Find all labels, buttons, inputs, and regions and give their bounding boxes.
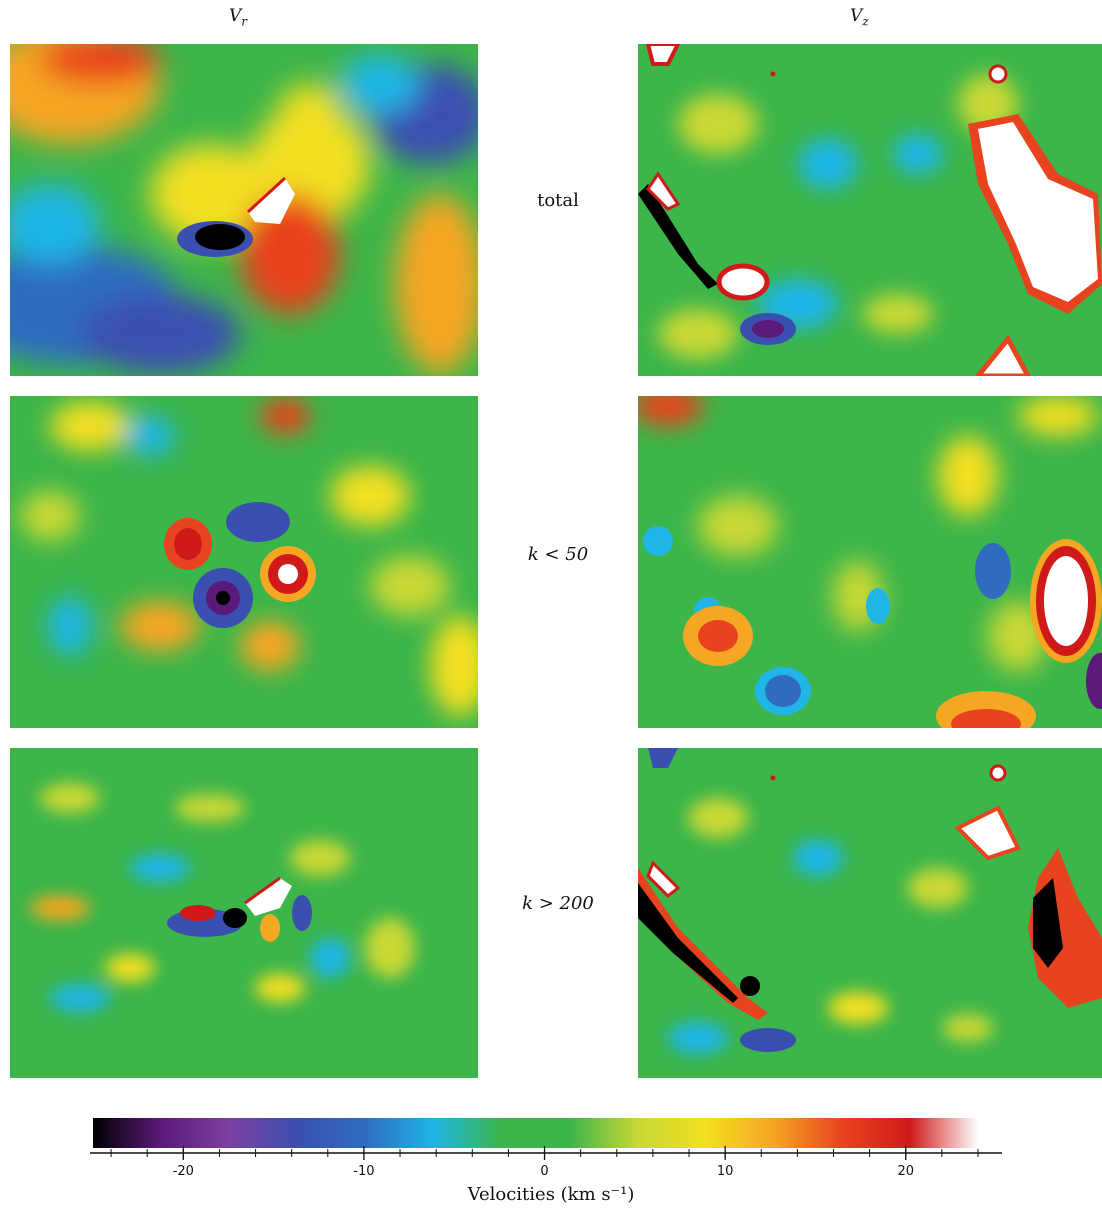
- colorbar-tick-label: -20: [173, 1164, 194, 1179]
- column-title-vz: Vz: [850, 6, 869, 29]
- colorbar-tick-label: -10: [353, 1164, 374, 1179]
- panel-k-gt-200-vr: [10, 748, 478, 1078]
- column-title-vr: Vr: [229, 6, 248, 29]
- colorbar-axis-label: Velocities (km s⁻¹): [467, 1184, 635, 1205]
- colorbar-tick-label: 20: [897, 1164, 914, 1179]
- colorbar-tick-label: 0: [540, 1164, 548, 1179]
- colorbar-gradient: [93, 1118, 978, 1148]
- panel-total-vz: [638, 44, 1102, 376]
- colorbar-tick-label: 10: [717, 1164, 734, 1179]
- row-label-total: total: [537, 190, 579, 211]
- panel-total-vr: [10, 44, 478, 376]
- panel-k-lt-50-vz: [638, 396, 1102, 728]
- panel-k-gt-200-vz: [638, 748, 1102, 1078]
- panel-k-lt-50-vr: [10, 396, 478, 728]
- row-label-k-lt-50: k < 50: [527, 544, 589, 565]
- row-label-k-gt-200: k > 200: [522, 893, 594, 914]
